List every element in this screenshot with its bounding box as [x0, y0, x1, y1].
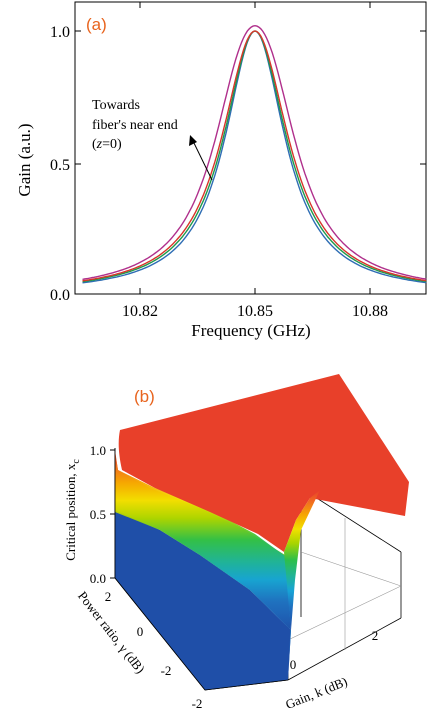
gain-curve-1	[82, 30, 427, 283]
x3d-tick-label: 0	[290, 657, 297, 672]
box-gridlines	[287, 518, 402, 650]
y3d-tick-label: 2	[105, 589, 112, 604]
y-tick-label: 0.5	[50, 157, 70, 174]
y3d-tick-label: 0	[137, 624, 144, 639]
z-tick-label: 0.0	[90, 571, 106, 586]
y-tick-label: 0.0	[50, 287, 70, 304]
z-tick-label: 0.5	[90, 507, 106, 522]
z-axis-title: Critical position, xc	[63, 459, 82, 561]
x3d-axis-title: Gain, k (dB)	[283, 674, 349, 711]
annotation-arrow-head	[189, 135, 197, 146]
x-axis-title: Frequency (GHz)	[191, 321, 310, 340]
annotation-arrow-line	[192, 140, 213, 181]
gain-curve-2	[82, 30, 427, 282]
surface-gradient-face	[115, 450, 291, 630]
y3d-tick-label: -2	[161, 663, 172, 678]
grid-line	[287, 585, 402, 641]
x-tick-label: 10.88	[352, 303, 388, 320]
box-edge	[287, 617, 402, 681]
y3d-tick-label: -2	[192, 696, 203, 711]
surface-right-drop	[284, 490, 320, 630]
x-tick-label: 10.85	[237, 303, 273, 320]
gain-curves	[82, 24, 427, 284]
x3d-tick-label: 2	[372, 628, 379, 643]
plot-frame	[74, 1, 427, 295]
annotation-line: Towards	[92, 98, 140, 113]
surface-blue-plateau	[115, 510, 291, 690]
panel-b: 0.0 0.5 1.0 Critical position, xc 2 0 -2…	[63, 374, 410, 711]
z-axis-title-sub: c	[71, 459, 82, 464]
panel-b-tag: (b)	[134, 387, 155, 406]
grid-line	[300, 551, 402, 587]
gain-curve-3	[82, 24, 427, 281]
surface-red-top	[118, 374, 410, 552]
annotation-line: (z=0)	[92, 137, 122, 152]
z-axis-title-text: Critical position, x	[63, 463, 78, 561]
panel-a: 0.0 0.5 1.0 10.82 10.85 10.88 Frequency …	[15, 1, 427, 340]
panel-a-tag: (a)	[86, 15, 107, 34]
surface-front-edge	[114, 577, 289, 691]
z-tick-label: 1.0	[90, 443, 106, 458]
y-tick-label: 1.0	[50, 24, 70, 41]
x-tick-label: 10.82	[122, 303, 158, 320]
annotation-line: fiber's near end	[92, 118, 178, 133]
gain-curve-0	[82, 30, 427, 284]
y-axis-title: Gain (a.u.)	[15, 123, 34, 196]
